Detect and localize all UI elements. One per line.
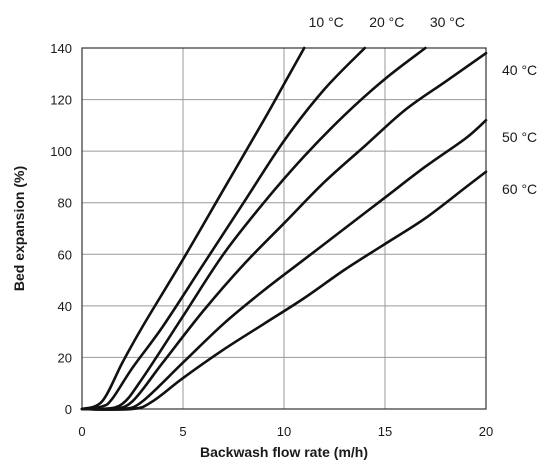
series-line-40c (80, 51, 488, 411)
y-tick-label: 120 (50, 93, 72, 108)
series-line-20c (80, 46, 367, 411)
y-tick-label: 140 (50, 41, 72, 56)
x-tick-labels: 0 5 10 15 20 (78, 424, 493, 439)
series-line-60c (80, 170, 488, 411)
y-tick-label: 20 (58, 350, 72, 365)
series-label-30c: 30 °C (430, 14, 465, 30)
y-tick-label: 0 (65, 402, 72, 417)
x-tick-label: 15 (378, 424, 392, 439)
x-tick-label: 20 (479, 424, 493, 439)
y-tick-label: 100 (50, 144, 72, 159)
series-labels: 10 °C 20 °C 30 °C 40 °C 50 °C 60 °C (309, 14, 538, 197)
x-tick-label: 10 (277, 424, 291, 439)
series-label-10c: 10 °C (309, 14, 344, 30)
series-label-60c: 60 °C (502, 181, 537, 197)
y-tick-label: 80 (58, 196, 72, 211)
plot-frame (81, 47, 487, 410)
y-tick-labels: 0 20 40 60 80 100 120 140 (50, 41, 72, 417)
y-tick-label: 60 (58, 247, 72, 262)
series-line-50c (80, 118, 488, 411)
series-label-40c: 40 °C (502, 62, 537, 78)
series-line-30c (80, 46, 427, 411)
series-line-10c (80, 46, 306, 411)
x-axis-title: Backwash flow rate (m/h) (200, 444, 368, 460)
y-axis-title: Bed expansion (%) (11, 166, 27, 291)
series-lines (80, 46, 488, 411)
grid (82, 48, 486, 409)
series-label-20c: 20 °C (369, 14, 404, 30)
x-tick-label: 5 (179, 424, 186, 439)
series-label-50c: 50 °C (502, 129, 537, 145)
x-tick-label: 0 (78, 424, 85, 439)
y-tick-label: 40 (58, 299, 72, 314)
